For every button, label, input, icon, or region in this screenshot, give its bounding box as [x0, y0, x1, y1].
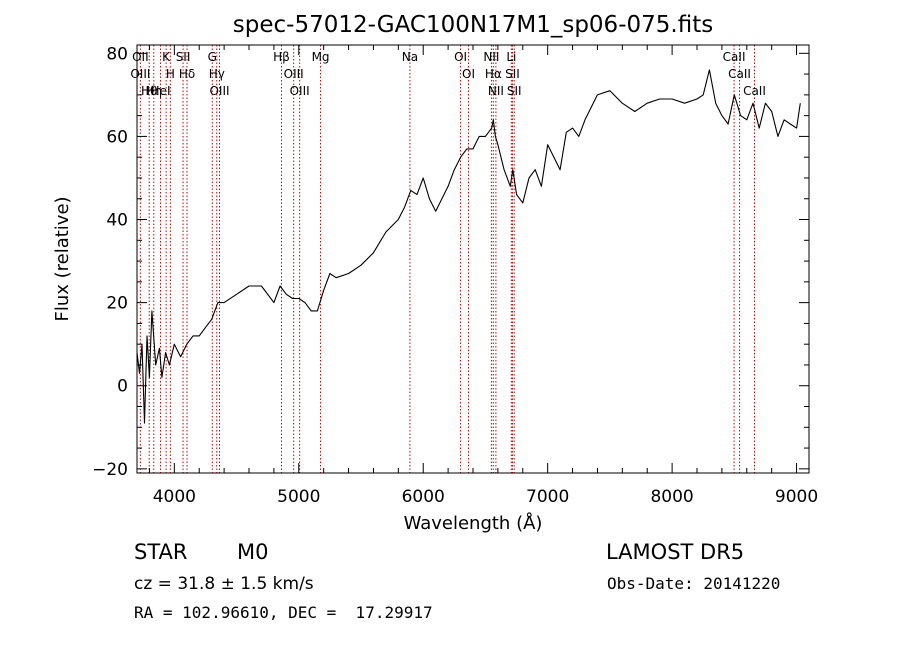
spectral-line-label: K — [162, 50, 171, 64]
x-tick-label: 5000 — [277, 487, 320, 507]
spectral-line-label: G — [208, 50, 217, 64]
x-tick-label: 6000 — [402, 487, 445, 507]
x-tick-label: 9000 — [775, 487, 818, 507]
spectral-line-label: Mg — [312, 50, 330, 64]
object-type: STAR — [134, 540, 188, 564]
spectral-line-label: OIII — [284, 67, 304, 81]
survey-name: LAMOST DR5 — [606, 540, 745, 564]
spectral-line-label: OI — [454, 50, 467, 64]
redshift-cz: cz = 31.8 ± 1.5 km/s — [134, 574, 314, 594]
spectral-line-label: OIII — [130, 67, 150, 81]
spectral-line-markers — [139, 45, 755, 473]
x-tick-labels: 4000 5000 6000 7000 8000 9000 — [153, 487, 818, 507]
x-tick-label: 7000 — [526, 487, 569, 507]
obs-date: Obs-Date: 20141220 — [607, 574, 781, 593]
spectral-line-label: Hθ — [141, 84, 157, 98]
spectral-subclass: M0 — [237, 540, 269, 564]
spectral-line-label: OIII — [290, 84, 310, 98]
y-tick-label: 40 — [106, 211, 128, 231]
spectral-line-label: Hη — [145, 84, 162, 98]
spectral-line-label: CaII — [723, 50, 746, 64]
spectral-line-label: SII — [176, 50, 191, 64]
spectrum-line — [136, 69, 801, 424]
y-tick-label: 0 — [117, 377, 128, 397]
y-tick-label: 60 — [106, 127, 128, 147]
spectrum-chart: spec-57012-GAC100N17M1_sp06-075.fits 400… — [52, 12, 818, 534]
spectral-line-label: OII — [132, 50, 149, 64]
spectral-line-label: SII — [507, 84, 522, 98]
chart-title: spec-57012-GAC100N17M1_sp06-075.fits — [233, 12, 713, 38]
spectral-line-label: OIII — [209, 84, 229, 98]
spectral-line-label: NII — [488, 84, 504, 98]
spectral-line-label: NII — [483, 50, 499, 64]
spectral-line-label: CaII — [743, 84, 766, 98]
spectral-line-label: SII — [505, 67, 520, 81]
x-tick-label: 8000 — [650, 487, 693, 507]
y-tick-label: 20 — [106, 294, 128, 314]
spectral-line-label: H — [166, 67, 175, 81]
spectral-line-label: Hδ — [179, 67, 195, 81]
y-tick-labels: −20 0 20 40 60 80 — [92, 44, 128, 480]
y-tick-label: 80 — [106, 44, 128, 64]
spectral-line-label: CaII — [728, 67, 751, 81]
spectrum-series — [136, 69, 801, 424]
spectral-line-label: OI — [462, 67, 475, 81]
axis-ticks — [137, 45, 809, 473]
spectral-line-label: Li — [506, 50, 516, 64]
y-tick-label: −20 — [92, 460, 128, 480]
spectral-line-label: Hγ — [209, 67, 225, 81]
x-axis-label: Wavelength (Å) — [404, 512, 543, 534]
coordinates: RA = 102.96610, DEC = 17.29917 — [134, 603, 433, 622]
y-axis-label: Flux (relative) — [52, 196, 73, 321]
x-tick-label: 4000 — [153, 487, 196, 507]
spectral-line-label: Na — [402, 50, 418, 64]
spectral-line-label: Hβ — [273, 50, 290, 64]
spectral-line-labels: OIIOIIIHθHηHeIKHSIIHδGHγOIIIHβOIIIOIIIMg… — [130, 50, 766, 98]
spectral-line-label: HeI — [151, 84, 171, 98]
plot-frame — [136, 44, 810, 474]
spectral-line-label: Hα — [485, 67, 502, 81]
